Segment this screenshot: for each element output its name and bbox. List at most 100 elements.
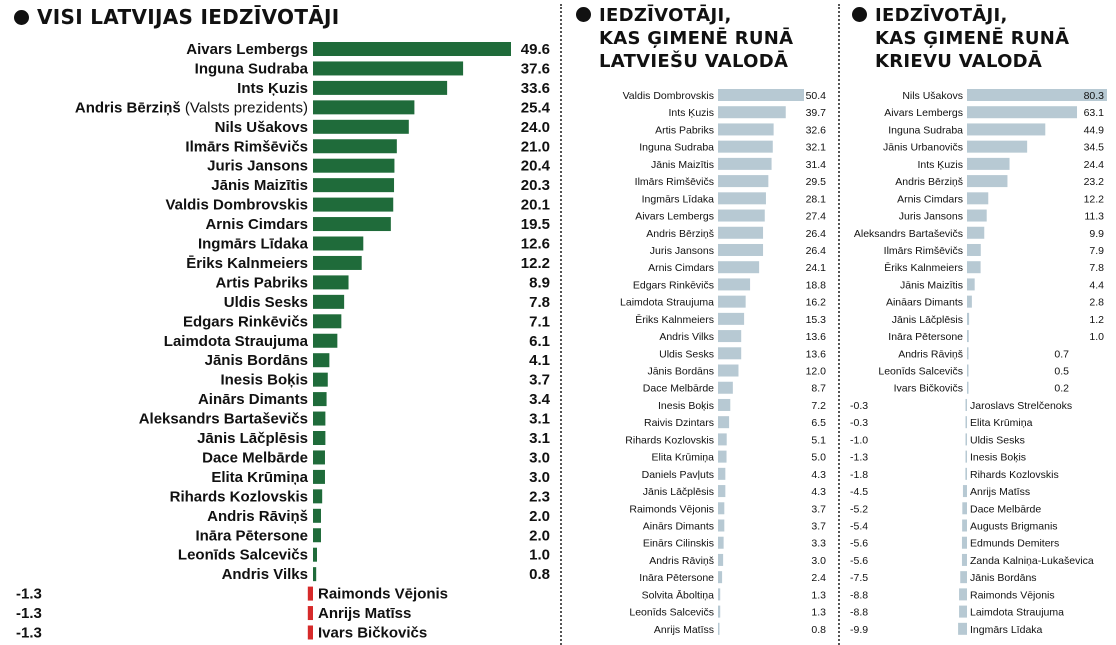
- bar: [967, 175, 1008, 188]
- bar: [967, 192, 989, 205]
- bar-label: Rihards Kozlovskis: [970, 469, 1059, 481]
- bar: [313, 431, 326, 445]
- bar-row: Elita Krūmiņa 5.0: [652, 450, 826, 464]
- bar-value: 25.4: [521, 99, 551, 116]
- bar-value: 13.6: [806, 348, 827, 360]
- bar-value: 39.7: [806, 107, 827, 119]
- bar-row: Jānis Urbanovičs 34.5: [883, 140, 1104, 154]
- panel-russian-speakers: IEDZĪVOTĀJI, KAS ĢIMENĒ RUNĀ KRIEVU VALO…: [842, 0, 1116, 645]
- bar: [962, 485, 967, 498]
- bar-label: Ainārs Dimants: [198, 391, 308, 408]
- bar-value: 6.1: [529, 333, 550, 350]
- bar-value: 4.3: [811, 469, 826, 481]
- bar: [313, 100, 415, 115]
- bar-row: Jānis Maizītis 31.4: [651, 157, 826, 171]
- bar: [967, 364, 969, 377]
- bar: [965, 450, 967, 463]
- bar-row: Elita Krūmiņa -0.3: [850, 416, 1033, 429]
- bar: [313, 236, 364, 251]
- bar-row: Rihards Kozlovskis 5.1: [625, 433, 826, 446]
- bar: [718, 192, 766, 205]
- bar: [313, 392, 327, 407]
- bar-row: Ainārs Dimants 3.7: [643, 519, 826, 533]
- bar-label: Arnis Cimdars: [648, 262, 714, 274]
- bar-label: Andris Vilks: [222, 566, 308, 583]
- bar-label: Ingmārs Līdaka: [642, 193, 715, 205]
- bar-label: Jānis Lāčplēsis: [892, 314, 963, 326]
- bar-value: 0.8: [529, 566, 550, 583]
- bar: [718, 330, 742, 343]
- bar: [718, 536, 724, 549]
- bar-value: 20.1: [521, 197, 550, 214]
- bar: [313, 567, 317, 582]
- bar-row: Andris Rāviņš 0.7: [898, 347, 1069, 360]
- bar-label: Inesis Boķis: [220, 372, 308, 389]
- bar-row: Arnis Cimdars 12.2: [897, 192, 1104, 205]
- bar-label: Ingmārs Līdaka: [970, 624, 1043, 636]
- bar-row: Aleksandrs Bartaševičs 9.9: [854, 226, 1104, 240]
- bar-value: 32.1: [806, 142, 827, 154]
- bar-label: Dace Melbārde: [643, 383, 714, 395]
- bar-label: Andris Rāviņš: [649, 555, 714, 567]
- bar: [961, 536, 967, 549]
- bar-row: Leonīds Salcevičs 1.0: [178, 547, 550, 564]
- bar: [965, 398, 967, 411]
- bar: [718, 106, 786, 119]
- bar: [718, 398, 731, 411]
- bar-value: 7.2: [811, 400, 826, 412]
- bar: [313, 139, 397, 154]
- bar-row: Inesis Boķis 3.7: [220, 372, 550, 389]
- bar-row: Uldis Sesks -1.0: [850, 433, 1025, 446]
- bar-row: Andris Rāviņš 3.0: [649, 553, 826, 567]
- bar: [718, 243, 764, 256]
- bar-value: -9.9: [850, 624, 868, 636]
- bar-value: 2.4: [811, 572, 826, 584]
- bar-label: Raimonds Vējonis: [318, 586, 448, 603]
- bar-value: 24.4: [1084, 159, 1105, 171]
- bar-row: Ināra Pētersone 2.0: [195, 527, 550, 544]
- bar-label: Arnis Cimdars: [205, 216, 308, 233]
- bar-label: Laimdota Straujuma: [164, 333, 309, 350]
- bar-row: Ivars Bičkovičs -1.3: [16, 625, 427, 642]
- bar-row: Anrijs Matīss -1.3: [16, 605, 411, 622]
- bar-row: Augusts Brigmanis -5.4: [850, 519, 1058, 533]
- bar-label: Ēriks Kalnmeiers: [884, 262, 963, 274]
- bar-value: 16.2: [806, 297, 827, 309]
- bar: [307, 606, 313, 621]
- bar: [718, 622, 720, 635]
- bar-row: Laimdota Straujuma 16.2: [620, 295, 827, 309]
- bar: [718, 553, 724, 566]
- bar-label: Andris Bērziņš (Valsts prezidents): [75, 99, 308, 116]
- bar-value: 0.5: [1054, 366, 1069, 378]
- bar-value: 1.0: [529, 547, 550, 564]
- bar-value: 63.1: [1084, 107, 1105, 119]
- bar: [313, 294, 345, 309]
- bar-label: Aivars Lembergs: [635, 211, 714, 223]
- bar-row: Ingmārs Līdaka 28.1: [642, 192, 826, 205]
- bar-row: Juris Jansons 26.4: [650, 243, 826, 257]
- bar-row: Ēriks Kalnmeiers 15.3: [635, 312, 826, 326]
- bar-row: Andris Bērziņš 26.4: [646, 226, 826, 240]
- bar: [313, 275, 349, 290]
- bar-row: Ilmārs Rimšēvičs 29.5: [635, 175, 826, 188]
- bar: [313, 353, 330, 368]
- bar: [967, 312, 970, 325]
- bar-value: -1.3: [850, 452, 868, 464]
- bullet-icon: [576, 7, 591, 22]
- bar-label: Nils Ušakovs: [215, 119, 308, 136]
- bar: [313, 217, 391, 232]
- bar: [718, 571, 723, 584]
- bar-label: Andris Rāviņš: [207, 508, 308, 525]
- bar-row: Dace Melbārde -5.2: [850, 502, 1041, 515]
- bar-label: Ēriks Kalnmeiers: [186, 255, 308, 272]
- bar-row: Artis Pabriks 32.6: [655, 123, 826, 136]
- bar-value: -0.3: [850, 417, 868, 429]
- bar-row: Raimonds Vējonis -8.8: [850, 588, 1055, 601]
- bar-label: Jānis Bordāns: [647, 366, 714, 378]
- bar-value: 20.4: [521, 158, 551, 175]
- bar-label: Rihards Kozlovskis: [170, 488, 308, 505]
- bar-label: Laimdota Straujuma: [620, 297, 714, 309]
- bar-value: 24.1: [806, 262, 827, 274]
- bar-row: Raimonds Vējonis 3.7: [629, 502, 826, 515]
- bar-value: -8.8: [850, 589, 868, 601]
